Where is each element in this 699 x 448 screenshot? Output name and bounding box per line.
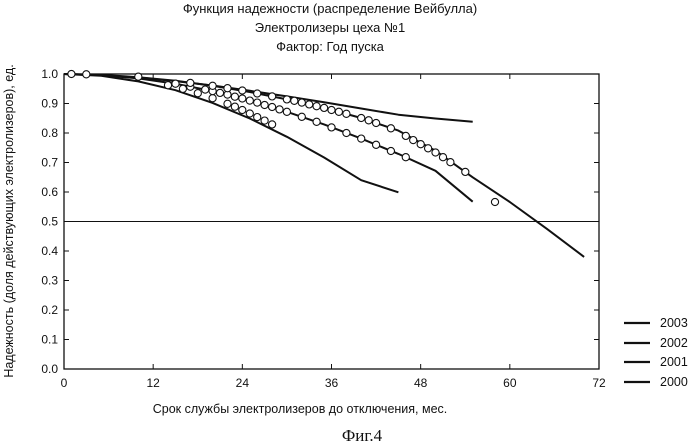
data-point-2000: [68, 70, 75, 77]
data-point-2002: [209, 95, 216, 102]
data-point-2001: [343, 129, 350, 136]
data-point-2001: [387, 147, 394, 154]
data-point-2001: [231, 93, 238, 100]
data-point-2000: [83, 71, 90, 78]
data-point-2001: [328, 124, 335, 131]
x-tick-label: 36: [325, 376, 339, 390]
data-point-2000: [365, 117, 372, 124]
data-point-2000: [135, 73, 142, 80]
data-point-2001: [239, 95, 246, 102]
data-point-2000: [425, 145, 432, 152]
data-point-2002: [164, 82, 171, 89]
data-point-2001: [216, 89, 223, 96]
chart-subtitle-workshop: Электролизеры цеха №1: [255, 20, 405, 35]
data-point-2002: [261, 117, 268, 124]
data-point-2000: [321, 104, 328, 111]
data-point-2001: [202, 86, 209, 93]
x-tick-label: 72: [592, 376, 606, 390]
data-point-2000: [432, 149, 439, 156]
data-point-2001: [172, 80, 179, 87]
data-point-2000: [298, 99, 305, 106]
data-point-2001: [298, 113, 305, 120]
x-tick-label: 60: [503, 376, 517, 390]
data-point-2000: [269, 93, 276, 100]
legend: 2003 2002 2001 2000: [624, 316, 688, 389]
x-tick-label: 24: [236, 376, 250, 390]
data-point-2001: [313, 118, 320, 125]
y-tick-label: 0.7: [41, 156, 58, 170]
y-tick-label: 0.4: [41, 244, 58, 258]
data-point-2002: [239, 106, 246, 113]
data-point-2000: [239, 87, 246, 94]
legend-label-2003: 2003: [660, 316, 688, 330]
x-tick-label: 0: [61, 376, 68, 390]
chart-subtitle-factor: Фактор: Год пуска: [276, 39, 385, 54]
series-lines: [64, 74, 584, 257]
data-point-2002: [224, 100, 231, 107]
data-point-2000: [224, 85, 231, 92]
data-point-2002: [246, 110, 253, 117]
x-axis-label: Срок службы электролизеров до отключения…: [153, 402, 448, 416]
data-point-2001: [246, 97, 253, 104]
data-point-2000: [439, 154, 446, 161]
y-axis-label: Надежность (доля действующих электролизе…: [2, 64, 16, 377]
x-tick-label: 48: [414, 376, 428, 390]
y-tick-label: 0.8: [41, 126, 58, 140]
data-point-2001: [254, 99, 261, 106]
data-point-2000: [254, 90, 261, 97]
series-points: [68, 70, 499, 205]
figure-caption: Фиг.4: [342, 426, 383, 445]
data-point-2002: [254, 114, 261, 121]
data-point-2000: [447, 159, 454, 166]
data-point-2001: [358, 135, 365, 142]
data-point-2002: [231, 103, 238, 110]
data-point-2001: [276, 106, 283, 113]
data-point-2000: [328, 106, 335, 113]
data-point-2001: [373, 141, 380, 148]
x-axis-ticks: 0 12 24 36 48 60 72: [61, 74, 606, 390]
data-point-2000: [209, 82, 216, 89]
y-tick-label: 0.0: [41, 362, 58, 376]
y-tick-label: 0.6: [41, 185, 58, 199]
data-point-2002: [194, 90, 201, 97]
data-point-2000: [187, 79, 194, 86]
data-point-2000: [291, 97, 298, 104]
data-point-2001: [283, 108, 290, 115]
data-point-2002: [269, 121, 276, 128]
data-point-2000: [462, 168, 469, 175]
data-point-2000: [306, 101, 313, 108]
data-point-2000: [358, 114, 365, 121]
data-point-2000: [410, 137, 417, 144]
data-point-2000: [491, 198, 498, 205]
data-point-2000: [373, 119, 380, 126]
y-tick-label: 0.9: [41, 97, 58, 111]
data-point-2000: [343, 110, 350, 117]
y-tick-label: 0.3: [41, 274, 58, 288]
data-point-2001: [261, 101, 268, 108]
data-point-2000: [313, 103, 320, 110]
data-point-2000: [402, 132, 409, 139]
data-point-2001: [269, 103, 276, 110]
data-point-2000: [387, 125, 394, 132]
y-tick-label: 0.2: [41, 303, 58, 317]
y-tick-label: 1.0: [41, 67, 58, 81]
data-point-2001: [402, 154, 409, 161]
chart-title: Функция надежности (распределение Вейбул…: [183, 1, 477, 16]
legend-label-2001: 2001: [660, 355, 688, 369]
legend-label-2002: 2002: [660, 336, 688, 350]
data-point-2000: [417, 141, 424, 148]
data-point-2000: [335, 108, 342, 115]
y-tick-label: 0.1: [41, 333, 58, 347]
x-tick-label: 12: [146, 376, 160, 390]
data-point-2000: [283, 96, 290, 103]
y-tick-label: 0.5: [41, 215, 58, 229]
data-point-2002: [179, 85, 186, 92]
legend-label-2000: 2000: [660, 375, 688, 389]
